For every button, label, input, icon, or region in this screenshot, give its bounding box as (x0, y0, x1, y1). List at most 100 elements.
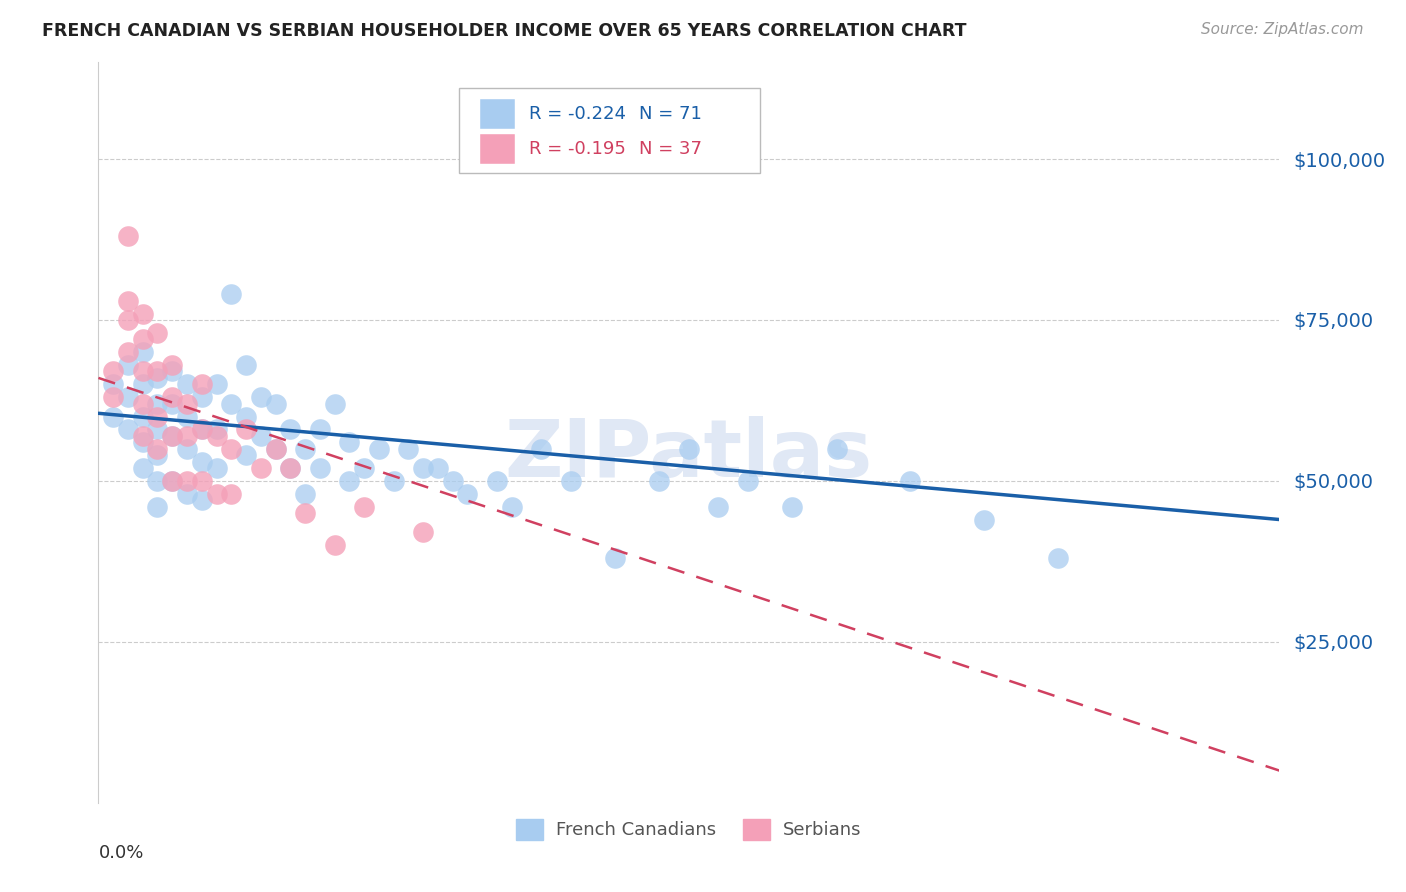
Point (146, 442, 169, 456)
Point (707, 500, 730, 514)
Text: FRENCH CANADIAN VS SERBIAN HOUSEHOLDER INCOME OVER 65 YEARS CORRELATION CHART: FRENCH CANADIAN VS SERBIAN HOUSEHOLDER I… (42, 22, 967, 40)
Point (162, 397, 183, 411)
Point (457, 487, 479, 501)
Point (250, 429, 273, 443)
Point (117, 422, 139, 436)
Point (264, 397, 287, 411)
Point (132, 435, 155, 450)
Point (162, 358, 183, 372)
Point (427, 461, 450, 475)
Point (103, 377, 125, 392)
Point (117, 313, 139, 327)
Point (146, 326, 169, 340)
Point (191, 422, 214, 436)
Point (146, 397, 169, 411)
Point (412, 461, 434, 475)
Point (441, 474, 464, 488)
Point (176, 474, 198, 488)
Point (205, 377, 228, 392)
Point (117, 229, 139, 244)
FancyBboxPatch shape (458, 88, 759, 173)
Point (368, 442, 391, 456)
Point (235, 358, 257, 372)
Point (162, 474, 183, 488)
Point (1046, 551, 1070, 566)
Point (132, 409, 155, 424)
Point (162, 364, 183, 378)
Point (382, 474, 405, 488)
Point (191, 474, 214, 488)
Point (132, 345, 155, 359)
Point (205, 487, 228, 501)
Point (117, 345, 139, 359)
Point (353, 500, 375, 514)
Point (205, 461, 228, 475)
Point (530, 442, 553, 456)
Point (486, 474, 509, 488)
Text: 0.0%: 0.0% (98, 844, 143, 862)
Point (191, 493, 214, 508)
Point (560, 474, 582, 488)
Point (294, 506, 316, 520)
Point (221, 287, 243, 301)
Point (605, 551, 627, 566)
Bar (479, 99, 516, 129)
Point (162, 429, 183, 443)
Text: Source: ZipAtlas.com: Source: ZipAtlas.com (1201, 22, 1364, 37)
Point (162, 390, 183, 404)
Point (176, 487, 198, 501)
Point (250, 461, 273, 475)
Point (191, 390, 214, 404)
Point (146, 364, 169, 378)
Point (205, 422, 228, 436)
Point (737, 474, 759, 488)
Point (501, 500, 523, 514)
Point (648, 474, 671, 488)
Point (176, 377, 198, 392)
Point (294, 487, 316, 501)
Point (280, 461, 302, 475)
Point (146, 409, 169, 424)
Point (146, 448, 169, 462)
Point (132, 364, 155, 378)
Point (132, 397, 155, 411)
Point (146, 474, 169, 488)
Text: N = 37: N = 37 (640, 140, 703, 158)
Point (103, 390, 125, 404)
Point (782, 500, 804, 514)
Point (309, 461, 332, 475)
Point (176, 397, 198, 411)
Point (132, 377, 155, 392)
Point (162, 429, 183, 443)
Point (146, 500, 169, 514)
Point (162, 474, 183, 488)
Point (339, 435, 361, 450)
Point (678, 442, 700, 456)
Point (176, 409, 198, 424)
Point (103, 364, 125, 378)
Point (250, 390, 273, 404)
Text: N = 71: N = 71 (640, 105, 702, 123)
Text: R = -0.195: R = -0.195 (530, 140, 627, 158)
Point (117, 293, 139, 308)
Point (221, 442, 243, 456)
Point (205, 429, 228, 443)
Point (323, 397, 346, 411)
Point (309, 422, 332, 436)
Point (191, 377, 214, 392)
Point (191, 422, 214, 436)
Point (235, 422, 257, 436)
Point (132, 461, 155, 475)
Point (235, 448, 257, 462)
Point (900, 474, 922, 488)
Point (221, 487, 243, 501)
Point (103, 409, 125, 424)
Point (132, 429, 155, 443)
Point (176, 429, 198, 443)
Point (132, 332, 155, 346)
Point (264, 442, 287, 456)
Point (398, 442, 420, 456)
Point (264, 442, 287, 456)
Point (339, 474, 361, 488)
Point (973, 512, 995, 526)
